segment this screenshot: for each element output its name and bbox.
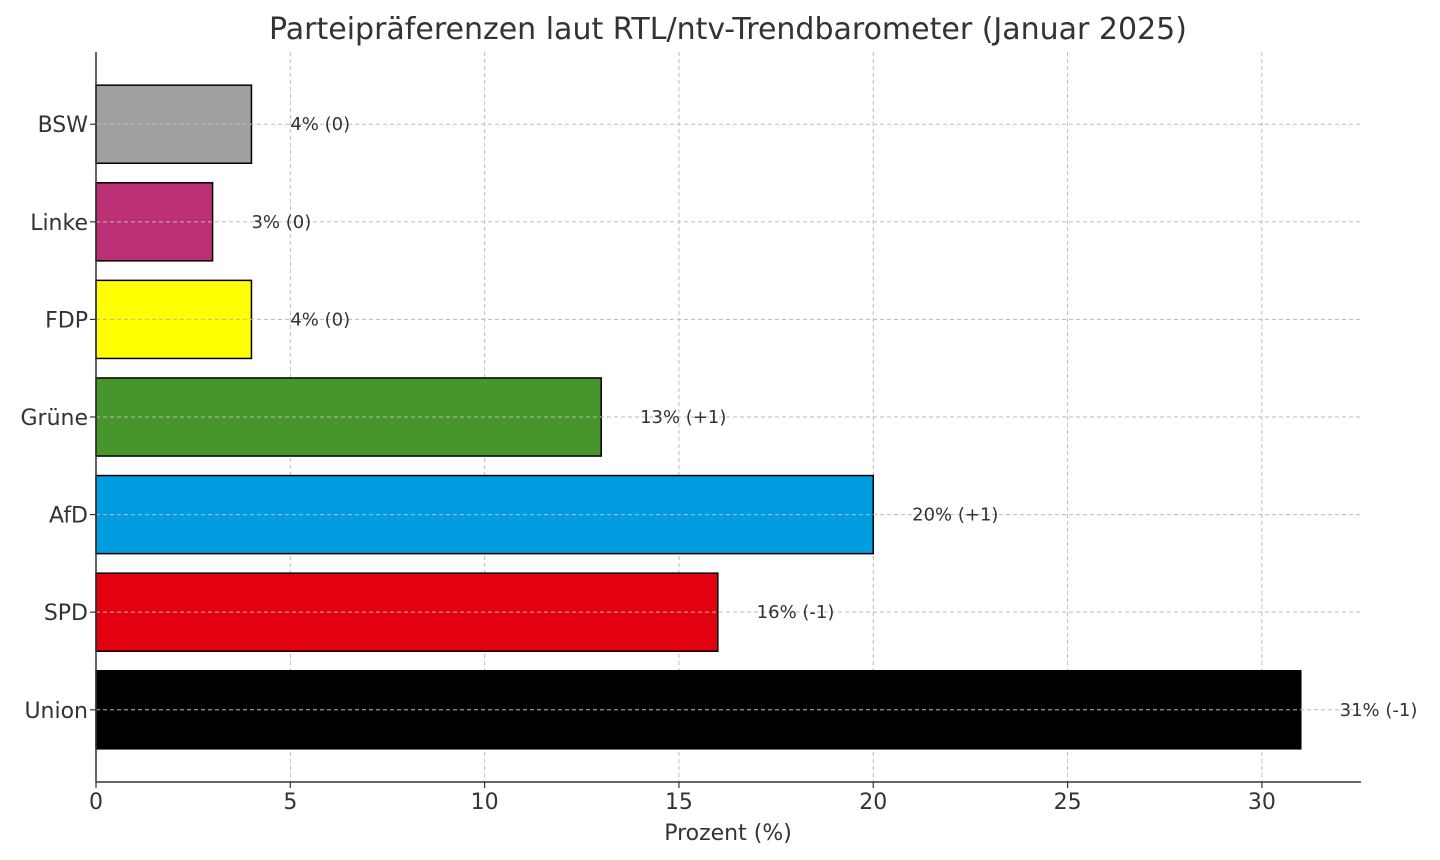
x-tick-label: 10 [471, 790, 499, 815]
y-tick-label: Grüne [20, 406, 88, 431]
x-tick-labels: 0 5 10 15 20 25 30 [89, 782, 1276, 815]
y-tick-label: FDP [45, 308, 88, 333]
y-tick-label: Linke [30, 211, 88, 236]
y-tick-label: AfD [49, 504, 88, 529]
x-tick-label: 30 [1248, 790, 1276, 815]
data-label: 16% (-1) [757, 602, 835, 623]
x-tick-label: 20 [859, 790, 887, 815]
x-axis-label: Prozent (%) [664, 821, 792, 846]
data-label: 3% (0) [251, 212, 311, 233]
data-label: 4% (0) [290, 309, 350, 330]
data-labels: 31% (-1) 16% (-1) 20% (+1) 13% (+1) 4% (0) 3%… [251, 114, 1417, 721]
x-tick-label: 15 [665, 790, 693, 815]
y-tick-labels: Union SPD AfD Grüne FDP Linke BSW [20, 113, 96, 724]
data-label: 4% (0) [290, 114, 350, 135]
x-tick-label: 5 [283, 790, 297, 815]
x-tick-label: 0 [89, 790, 103, 815]
horizontal-grid [96, 123, 1361, 711]
bar-linke [95, 182, 214, 262]
data-label: 31% (-1) [1340, 700, 1418, 721]
data-label: 20% (+1) [912, 505, 998, 526]
y-tick-label: SPD [44, 601, 88, 626]
data-label: 13% (+1) [640, 407, 726, 428]
x-tick-label: 25 [1054, 790, 1082, 815]
y-tick-label: Union [24, 699, 88, 724]
y-tick-label: BSW [38, 113, 89, 138]
chart-title: Parteipräferenzen laut RTL/ntv-Trendbaro… [269, 12, 1187, 47]
